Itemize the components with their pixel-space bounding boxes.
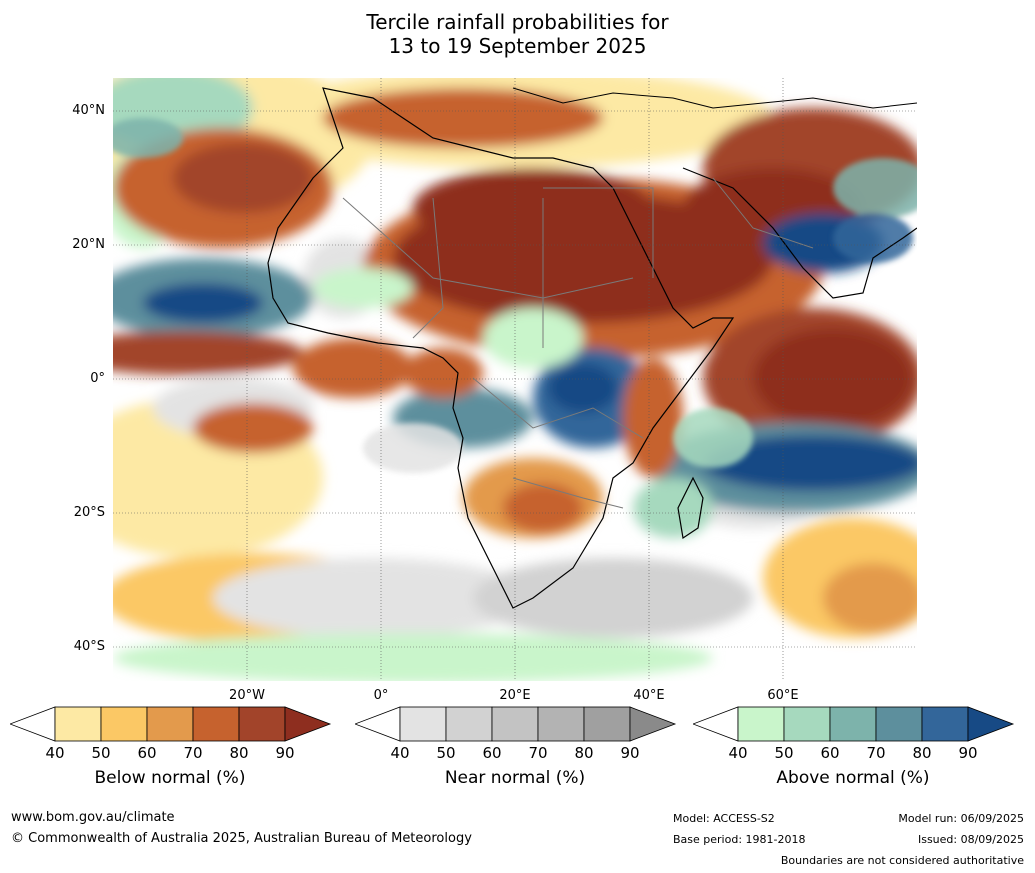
lon-label-20e: 20°E — [499, 688, 531, 703]
colorbar-segment — [445, 706, 493, 742]
colorbar-tick-label: 70 — [183, 744, 203, 762]
colorbar-tick-label: 40 — [390, 744, 410, 762]
footer-issued: Issued: 08/09/2025 — [917, 833, 1024, 846]
colorbar-tick-label: 60 — [482, 744, 502, 762]
colorbar-segment — [921, 706, 969, 742]
footer-url[interactable]: www.bom.gov.au/climate — [11, 810, 175, 825]
lon-label-20w: 20°W — [229, 688, 265, 703]
colorbar-left-extension — [693, 706, 739, 742]
lon-label-60e: 60°E — [767, 688, 799, 703]
colorbar-segment — [783, 706, 831, 742]
footer-base-period: Base period: 1981-2018 — [673, 833, 806, 846]
colorbar-tick-label: 60 — [820, 744, 840, 762]
colorbar-tick-label: 50 — [774, 744, 794, 762]
map-title-line1: Tercile rainfall probabilities for — [366, 10, 669, 34]
colorbar-label-above: Above normal (%) — [776, 768, 930, 788]
footer-disclaimer: Boundaries are not considered authoritat… — [780, 854, 1024, 867]
colorbar-segment — [583, 706, 631, 742]
colorbar-segment — [491, 706, 539, 742]
colorbar-tick-label: 90 — [275, 744, 295, 762]
lon-label-0: 0° — [373, 688, 389, 703]
colorbar-segment — [192, 706, 240, 742]
colorbar-segment — [829, 706, 877, 742]
lat-label-0: 0° — [90, 371, 105, 386]
colorbar-tick-label: 90 — [958, 744, 978, 762]
colorbar-segment — [875, 706, 923, 742]
colorbar-tick-label: 60 — [137, 744, 157, 762]
colorbar-right-extension — [284, 706, 332, 742]
colorbar-label-below: Below normal (%) — [94, 768, 246, 788]
lat-label-40s: 40°S — [73, 639, 105, 654]
colorbar-tick-label: 80 — [912, 744, 932, 762]
footer-model: Model: ACCESS-S2 — [673, 812, 775, 825]
colorbar-segment — [537, 706, 585, 742]
lat-label-20s: 20°S — [73, 505, 105, 520]
colorbar-tick-label: 50 — [436, 744, 456, 762]
lat-label-20n: 20°N — [72, 237, 105, 252]
lon-label-40e: 40°E — [633, 688, 665, 703]
map-title-line2: 13 to 19 September 2025 — [388, 34, 647, 58]
colorbar-tick-label: 50 — [91, 744, 111, 762]
colorbar-right-extension — [629, 706, 677, 742]
colorbar-right-extension — [967, 706, 1015, 742]
colorbar-segment — [146, 706, 194, 742]
colorbar-segment — [238, 706, 286, 742]
rainfall-probability-map — [113, 78, 917, 681]
colorbar-segment — [399, 706, 447, 742]
colorbar-near-normal — [355, 706, 677, 742]
footer-copyright: © Commonwealth of Australia 2025, Austra… — [11, 831, 472, 846]
colorbar-above-normal — [693, 706, 1015, 742]
colorbar-tick-label: 40 — [45, 744, 65, 762]
colorbar-left-extension — [355, 706, 401, 742]
colorbar-tick-label: 80 — [229, 744, 249, 762]
colorbar-segment — [54, 706, 102, 742]
colorbar-tick-label: 70 — [866, 744, 886, 762]
colorbar-segment — [100, 706, 148, 742]
lat-label-40n: 40°N — [72, 103, 105, 118]
colorbar-below-normal — [10, 706, 332, 742]
colorbar-segment — [737, 706, 785, 742]
colorbar-label-near: Near normal (%) — [444, 768, 586, 788]
colorbar-tick-label: 90 — [620, 744, 640, 762]
colorbar-tick-label: 40 — [728, 744, 748, 762]
colorbar-tick-label: 80 — [574, 744, 594, 762]
colorbar-tick-label: 70 — [528, 744, 548, 762]
colorbar-left-extension — [10, 706, 56, 742]
footer-model-run: Model run: 06/09/2025 — [898, 812, 1024, 825]
